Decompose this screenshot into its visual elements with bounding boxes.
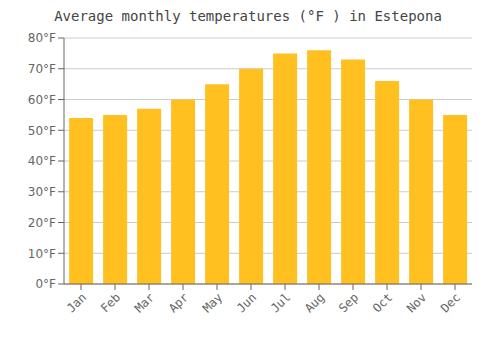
- svg-text:Jul: Jul: [268, 290, 293, 315]
- svg-text:40°F: 40°F: [28, 154, 56, 168]
- svg-text:30°F: 30°F: [28, 185, 56, 199]
- svg-text:20°F: 20°F: [28, 216, 56, 230]
- svg-text:Nov: Nov: [404, 290, 429, 315]
- svg-text:Feb: Feb: [98, 290, 123, 315]
- svg-text:Oct: Oct: [370, 290, 395, 315]
- svg-text:May: May: [200, 290, 225, 315]
- svg-text:Sep: Sep: [336, 290, 361, 315]
- svg-text:80°F: 80°F: [28, 31, 56, 45]
- svg-text:10°F: 10°F: [28, 247, 56, 261]
- svg-text:Jan: Jan: [64, 290, 89, 315]
- svg-text:Dec: Dec: [438, 290, 463, 315]
- svg-text:50°F: 50°F: [28, 124, 56, 138]
- html-text:Average monthly temperatures (: Average monthly temperatures (°F ) in Es…: [54, 8, 442, 24]
- svg-text:Jun: Jun: [234, 290, 259, 315]
- svg-text:Mar: Mar: [132, 290, 157, 315]
- svg-text:Aug: Aug: [302, 290, 327, 315]
- svg-text:Apr: Apr: [166, 290, 191, 315]
- svg-text:70°F: 70°F: [28, 62, 56, 76]
- svg-text:0°F: 0°F: [35, 277, 56, 291]
- svg-text:60°F: 60°F: [28, 93, 56, 107]
